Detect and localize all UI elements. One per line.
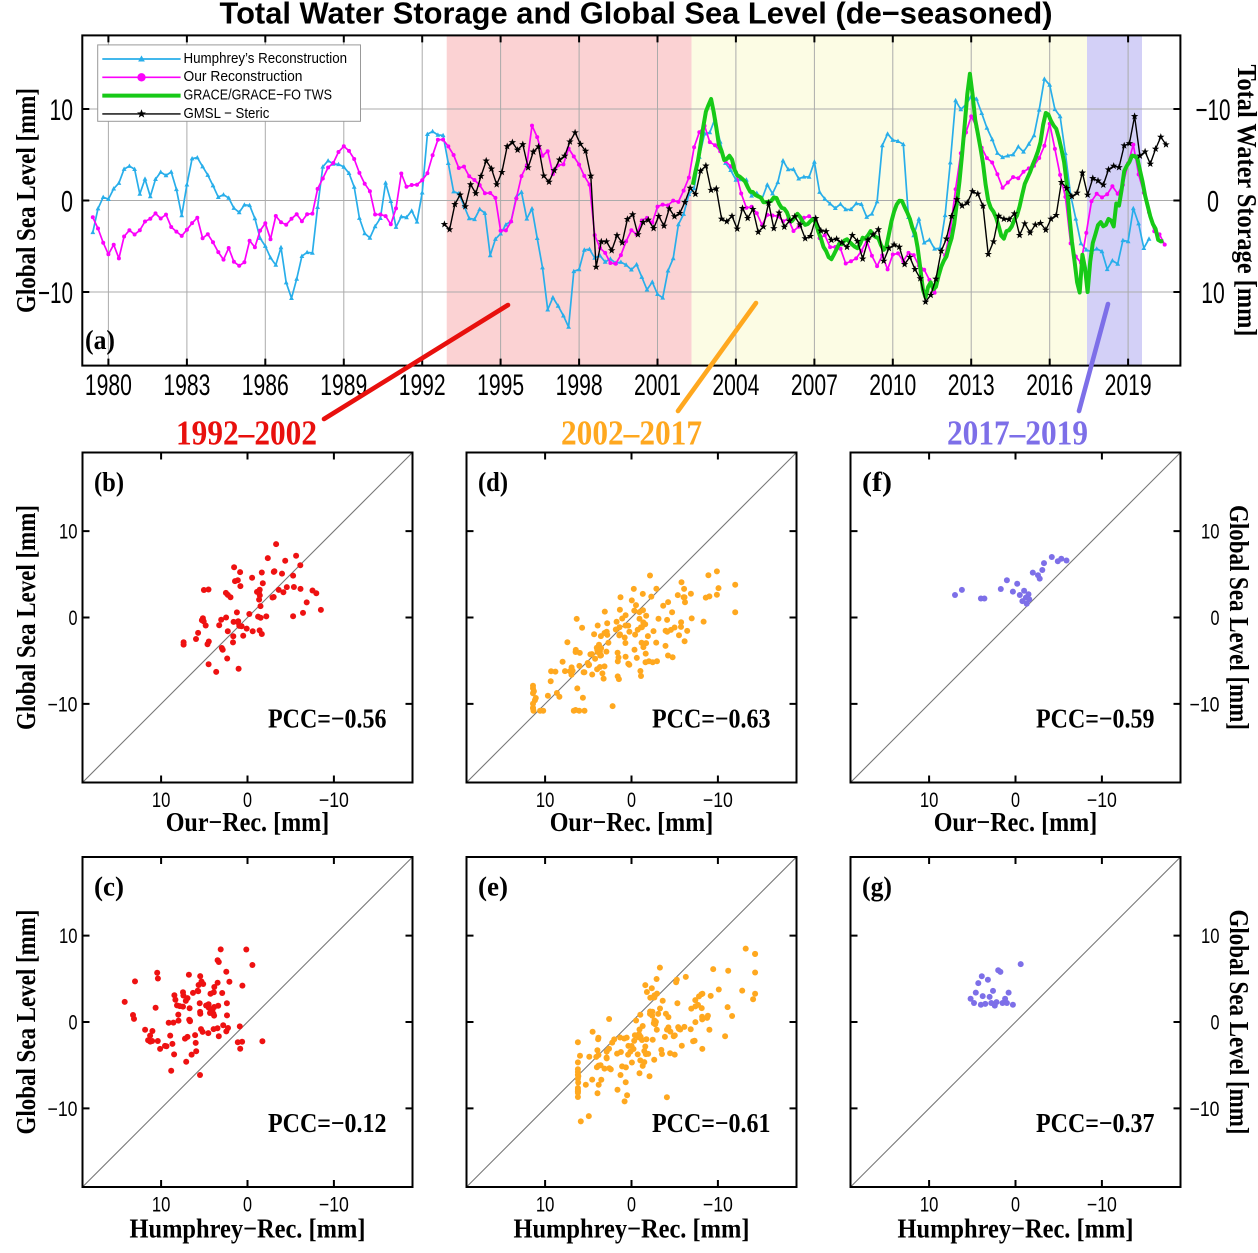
svg-text:−10: −10 [1087, 789, 1117, 812]
svg-text:1986: 1986 [242, 369, 289, 402]
svg-text:(c): (c) [94, 872, 124, 902]
svg-text:1995: 1995 [477, 369, 524, 402]
svg-text:(e): (e) [478, 872, 508, 902]
svg-text:2001: 2001 [634, 369, 681, 402]
svg-text:Humphrey−Rec. [mm]: Humphrey−Rec. [mm] [898, 1214, 1134, 1244]
svg-text:(f): (f) [862, 467, 892, 497]
svg-text:Our−Rec. [mm]: Our−Rec. [mm] [550, 807, 714, 837]
svg-text:0: 0 [1011, 789, 1020, 812]
svg-text:Global Sea Level [mm]: Global Sea Level [mm] [11, 505, 41, 730]
svg-text:−10: −10 [319, 1194, 349, 1217]
svg-text:2007: 2007 [791, 369, 838, 402]
svg-text:10: 10 [1201, 277, 1225, 310]
svg-text:2010: 2010 [869, 369, 916, 402]
svg-text:0: 0 [69, 607, 78, 630]
svg-text:Total Water Storage [mm]: Total Water Storage [mm] [1232, 65, 1258, 337]
svg-text:2016: 2016 [1026, 369, 1073, 402]
svg-text:Global Sea Level [mm]: Global Sea Level [mm] [1224, 910, 1254, 1135]
svg-text:0: 0 [627, 789, 636, 812]
svg-text:2004: 2004 [712, 369, 759, 402]
svg-text:1992–2002: 1992–2002 [176, 415, 317, 453]
svg-text:0: 0 [61, 185, 73, 218]
svg-text:Humphrey’s Reconstruction: Humphrey’s Reconstruction [184, 50, 348, 67]
svg-text:Our−Rec. [mm]: Our−Rec. [mm] [166, 807, 330, 837]
svg-text:−10: −10 [48, 1098, 78, 1121]
svg-text:10: 10 [50, 94, 74, 127]
svg-text:10: 10 [152, 789, 171, 812]
svg-text:1983: 1983 [163, 369, 210, 402]
svg-text:−10: −10 [48, 693, 78, 716]
svg-text:1980: 1980 [85, 369, 132, 402]
svg-text:Global Sea Level [mm]: Global Sea Level [mm] [1224, 505, 1254, 730]
svg-text:0: 0 [1207, 185, 1219, 218]
svg-text:0: 0 [1211, 1012, 1220, 1035]
svg-text:−10: −10 [1196, 94, 1231, 127]
svg-text:10: 10 [1201, 925, 1220, 948]
svg-text:PCC=−0.63: PCC=−0.63 [652, 704, 771, 734]
svg-text:0: 0 [243, 789, 252, 812]
svg-text:2002–2017: 2002–2017 [561, 415, 702, 453]
svg-text:(d): (d) [478, 467, 508, 497]
svg-text:1992: 1992 [399, 369, 446, 402]
svg-text:0: 0 [1211, 607, 1220, 630]
svg-text:−10: −10 [1087, 1194, 1117, 1217]
svg-text:Humphrey−Rec. [mm]: Humphrey−Rec. [mm] [514, 1214, 750, 1244]
svg-text:10: 10 [152, 1194, 171, 1217]
svg-text:10: 10 [59, 521, 78, 544]
svg-text:−10: −10 [703, 789, 733, 812]
svg-text:2013: 2013 [948, 369, 995, 402]
svg-text:0: 0 [243, 1194, 252, 1217]
svg-text:0: 0 [627, 1194, 636, 1217]
svg-text:2017–2019: 2017–2019 [947, 415, 1088, 453]
svg-text:10: 10 [920, 789, 939, 812]
svg-text:−10: −10 [703, 1194, 733, 1217]
svg-text:10: 10 [59, 925, 78, 948]
svg-text:PCC=−0.12: PCC=−0.12 [268, 1108, 387, 1138]
svg-text:Total Water Storage and Global: Total Water Storage and Global Sea Level… [220, 0, 1053, 31]
svg-text:10: 10 [920, 1194, 939, 1217]
svg-text:PCC=−0.61: PCC=−0.61 [652, 1108, 771, 1138]
svg-text:Our Reconstruction: Our Reconstruction [184, 68, 303, 85]
svg-text:−10: −10 [1190, 693, 1220, 716]
svg-text:2019: 2019 [1105, 369, 1152, 402]
svg-text:Our−Rec. [mm]: Our−Rec. [mm] [934, 807, 1098, 837]
svg-text:0: 0 [1011, 1194, 1020, 1217]
svg-text:PCC=−0.56: PCC=−0.56 [268, 704, 387, 734]
svg-text:−10: −10 [38, 277, 73, 310]
svg-text:1998: 1998 [556, 369, 603, 402]
svg-text:Global Sea Level [mm]: Global Sea Level [mm] [11, 88, 41, 313]
svg-text:GMSL − Steric: GMSL − Steric [184, 105, 270, 122]
svg-text:−10: −10 [1190, 1098, 1220, 1121]
svg-text:PCC=−0.37: PCC=−0.37 [1036, 1108, 1155, 1138]
svg-text:(a): (a) [85, 325, 115, 355]
svg-text:10: 10 [1201, 521, 1220, 544]
svg-text:Humphrey−Rec. [mm]: Humphrey−Rec. [mm] [130, 1214, 366, 1244]
svg-text:GRACE/GRACE−FO TWS: GRACE/GRACE−FO TWS [184, 87, 333, 104]
svg-text:10: 10 [536, 1194, 555, 1217]
svg-text:−10: −10 [319, 789, 349, 812]
svg-text:PCC=−0.59: PCC=−0.59 [1036, 704, 1155, 734]
svg-text:Global Sea Level [mm]: Global Sea Level [mm] [11, 910, 41, 1135]
svg-text:(g): (g) [862, 872, 892, 902]
svg-text:0: 0 [69, 1012, 78, 1035]
svg-text:(b): (b) [94, 467, 124, 497]
svg-text:10: 10 [536, 789, 555, 812]
